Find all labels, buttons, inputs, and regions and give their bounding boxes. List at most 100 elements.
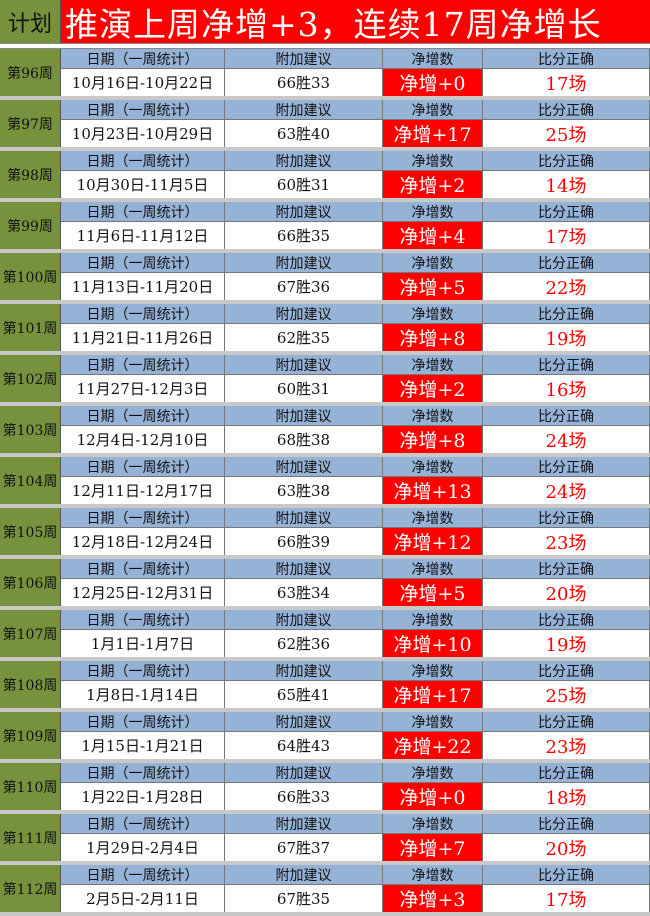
score-header: 比分正确	[483, 865, 650, 884]
date-header: 日期（一周统计）	[61, 763, 225, 782]
score-cell: 25场	[483, 120, 650, 147]
table-row: 12月11日-12月17日 63胜38 净增+13 24场	[61, 477, 650, 504]
net-cell: 净增+2	[383, 375, 483, 402]
score-cell: 16场	[483, 375, 650, 402]
week-block: 第100周 日期（一周统计） 附加建议 净增数 比分正确 11月13日-11月2…	[0, 253, 650, 304]
table-row: 1月1日-1月7日 62胜36 净增+10 19场	[61, 630, 650, 657]
date-header: 日期（一周统计）	[61, 712, 225, 731]
score-header: 比分正确	[483, 814, 650, 833]
table-row: 10月23日-10月29日 63胜40 净增+17 25场	[61, 120, 650, 147]
score-header: 比分正确	[483, 661, 650, 680]
header-row: 日期（一周统计） 附加建议 净增数 比分正确	[61, 814, 650, 834]
net-cell: 净增+7	[383, 834, 483, 861]
date-header: 日期（一周统计）	[61, 865, 225, 884]
score-header: 比分正确	[483, 49, 650, 68]
net-header: 净增数	[383, 865, 483, 884]
net-header: 净增数	[383, 508, 483, 527]
weeks-table: 第96周 日期（一周统计） 附加建议 净增数 比分正确 10月16日-10月22…	[0, 49, 650, 916]
week-block: 第112周 日期（一周统计） 附加建议 净增数 比分正确 2月5日-2月11日 …	[0, 865, 650, 916]
suggestion-header: 附加建议	[225, 814, 383, 833]
date-header: 日期（一周统计）	[61, 304, 225, 323]
score-header: 比分正确	[483, 457, 650, 476]
header-row: 日期（一周统计） 附加建议 净增数 比分正确	[61, 610, 650, 630]
week-block: 第96周 日期（一周统计） 附加建议 净增数 比分正确 10月16日-10月22…	[0, 49, 650, 100]
net-cell: 净增+0	[383, 69, 483, 96]
week-label: 第101周	[0, 304, 61, 351]
suggestion-cell: 60胜31	[225, 375, 383, 402]
suggestion-cell: 67胜37	[225, 834, 383, 861]
date-header: 日期（一周统计）	[61, 610, 225, 629]
header-row: 日期（一周统计） 附加建议 净增数 比分正确	[61, 100, 650, 120]
date-cell: 10月23日-10月29日	[61, 120, 225, 147]
date-cell: 11月27日-12月3日	[61, 375, 225, 402]
suggestion-cell: 66胜33	[225, 783, 383, 810]
week-cells: 日期（一周统计） 附加建议 净增数 比分正确 10月30日-11月5日 60胜3…	[61, 151, 650, 198]
score-header: 比分正确	[483, 610, 650, 629]
net-header: 净增数	[383, 457, 483, 476]
score-header: 比分正确	[483, 406, 650, 425]
week-block: 第106周 日期（一周统计） 附加建议 净增数 比分正确 12月25日-12月3…	[0, 559, 650, 610]
date-cell: 12月18日-12月24日	[61, 528, 225, 555]
suggestion-header: 附加建议	[225, 457, 383, 476]
score-header: 比分正确	[483, 304, 650, 323]
net-cell: 净增+4	[383, 222, 483, 249]
date-header: 日期（一周统计）	[61, 100, 225, 119]
net-cell: 净增+5	[383, 579, 483, 606]
table-row: 1月8日-1月14日 65胜41 净增+17 25场	[61, 681, 650, 708]
net-cell: 净增+17	[383, 681, 483, 708]
date-header: 日期（一周统计）	[61, 49, 225, 68]
score-cell: 23场	[483, 732, 650, 759]
date-cell: 1月1日-1月7日	[61, 630, 225, 657]
score-cell: 22场	[483, 273, 650, 300]
week-cells: 日期（一周统计） 附加建议 净增数 比分正确 1月15日-1月21日 64胜43…	[61, 712, 650, 759]
week-cells: 日期（一周统计） 附加建议 净增数 比分正确 1月1日-1月7日 62胜36 净…	[61, 610, 650, 657]
divider	[0, 44, 650, 49]
suggestion-cell: 66胜39	[225, 528, 383, 555]
suggestion-header: 附加建议	[225, 151, 383, 170]
week-cells: 日期（一周统计） 附加建议 净增数 比分正确 12月18日-12月24日 66胜…	[61, 508, 650, 555]
suggestion-header: 附加建议	[225, 406, 383, 425]
net-header: 净增数	[383, 814, 483, 833]
week-label: 第106周	[0, 559, 61, 606]
table-row: 2月5日-2月11日 67胜35 净增+3 17场	[61, 885, 650, 912]
suggestion-header: 附加建议	[225, 865, 383, 884]
date-header: 日期（一周统计）	[61, 559, 225, 578]
date-header: 日期（一周统计）	[61, 151, 225, 170]
week-block: 第98周 日期（一周统计） 附加建议 净增数 比分正确 10月30日-11月5日…	[0, 151, 650, 202]
header-row: 日期（一周统计） 附加建议 净增数 比分正确	[61, 49, 650, 69]
date-cell: 11月21日-11月26日	[61, 324, 225, 351]
suggestion-cell: 63胜34	[225, 579, 383, 606]
suggestion-cell: 62胜36	[225, 630, 383, 657]
net-header: 净增数	[383, 304, 483, 323]
header-row: 日期（一周统计） 附加建议 净增数 比分正确	[61, 763, 650, 783]
header-row: 日期（一周统计） 附加建议 净增数 比分正确	[61, 508, 650, 528]
header-row: 日期（一周统计） 附加建议 净增数 比分正确	[61, 355, 650, 375]
week-label: 第99周	[0, 202, 61, 249]
week-block: 第103周 日期（一周统计） 附加建议 净增数 比分正确 12月4日-12月10…	[0, 406, 650, 457]
header-row: 日期（一周统计） 附加建议 净增数 比分正确	[61, 661, 650, 681]
table-row: 1月22日-1月28日 66胜33 净增+0 18场	[61, 783, 650, 810]
week-label: 第108周	[0, 661, 61, 708]
net-header: 净增数	[383, 100, 483, 119]
score-cell: 17场	[483, 69, 650, 96]
week-block: 第105周 日期（一周统计） 附加建议 净增数 比分正确 12月18日-12月2…	[0, 508, 650, 559]
suggestion-cell: 67胜36	[225, 273, 383, 300]
score-cell: 24场	[483, 426, 650, 453]
table-row: 11月6日-11月12日 66胜35 净增+4 17场	[61, 222, 650, 249]
table-row: 1月29日-2月4日 67胜37 净增+7 20场	[61, 834, 650, 861]
date-header: 日期（一周统计）	[61, 355, 225, 374]
date-header: 日期（一周统计）	[61, 406, 225, 425]
suggestion-cell: 63胜40	[225, 120, 383, 147]
net-header: 净增数	[383, 49, 483, 68]
week-block: 第99周 日期（一周统计） 附加建议 净增数 比分正确 11月6日-11月12日…	[0, 202, 650, 253]
table-row: 1月15日-1月21日 64胜43 净增+22 23场	[61, 732, 650, 759]
net-header: 净增数	[383, 202, 483, 221]
week-block: 第102周 日期（一周统计） 附加建议 净增数 比分正确 11月27日-12月3…	[0, 355, 650, 406]
week-block: 第111周 日期（一周统计） 附加建议 净增数 比分正确 1月29日-2月4日 …	[0, 814, 650, 865]
week-block: 第110周 日期（一周统计） 附加建议 净增数 比分正确 1月22日-1月28日…	[0, 763, 650, 814]
table-row: 12月18日-12月24日 66胜39 净增+12 23场	[61, 528, 650, 555]
week-label: 第104周	[0, 457, 61, 504]
week-block: 第107周 日期（一周统计） 附加建议 净增数 比分正确 1月1日-1月7日 6…	[0, 610, 650, 661]
net-cell: 净增+8	[383, 324, 483, 351]
header-row: 日期（一周统计） 附加建议 净增数 比分正确	[61, 202, 650, 222]
